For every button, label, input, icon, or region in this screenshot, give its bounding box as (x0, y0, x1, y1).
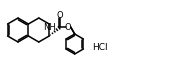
Text: NH: NH (43, 23, 56, 33)
Text: O: O (65, 23, 72, 31)
Text: O: O (57, 11, 64, 20)
Text: HCl: HCl (92, 43, 108, 53)
